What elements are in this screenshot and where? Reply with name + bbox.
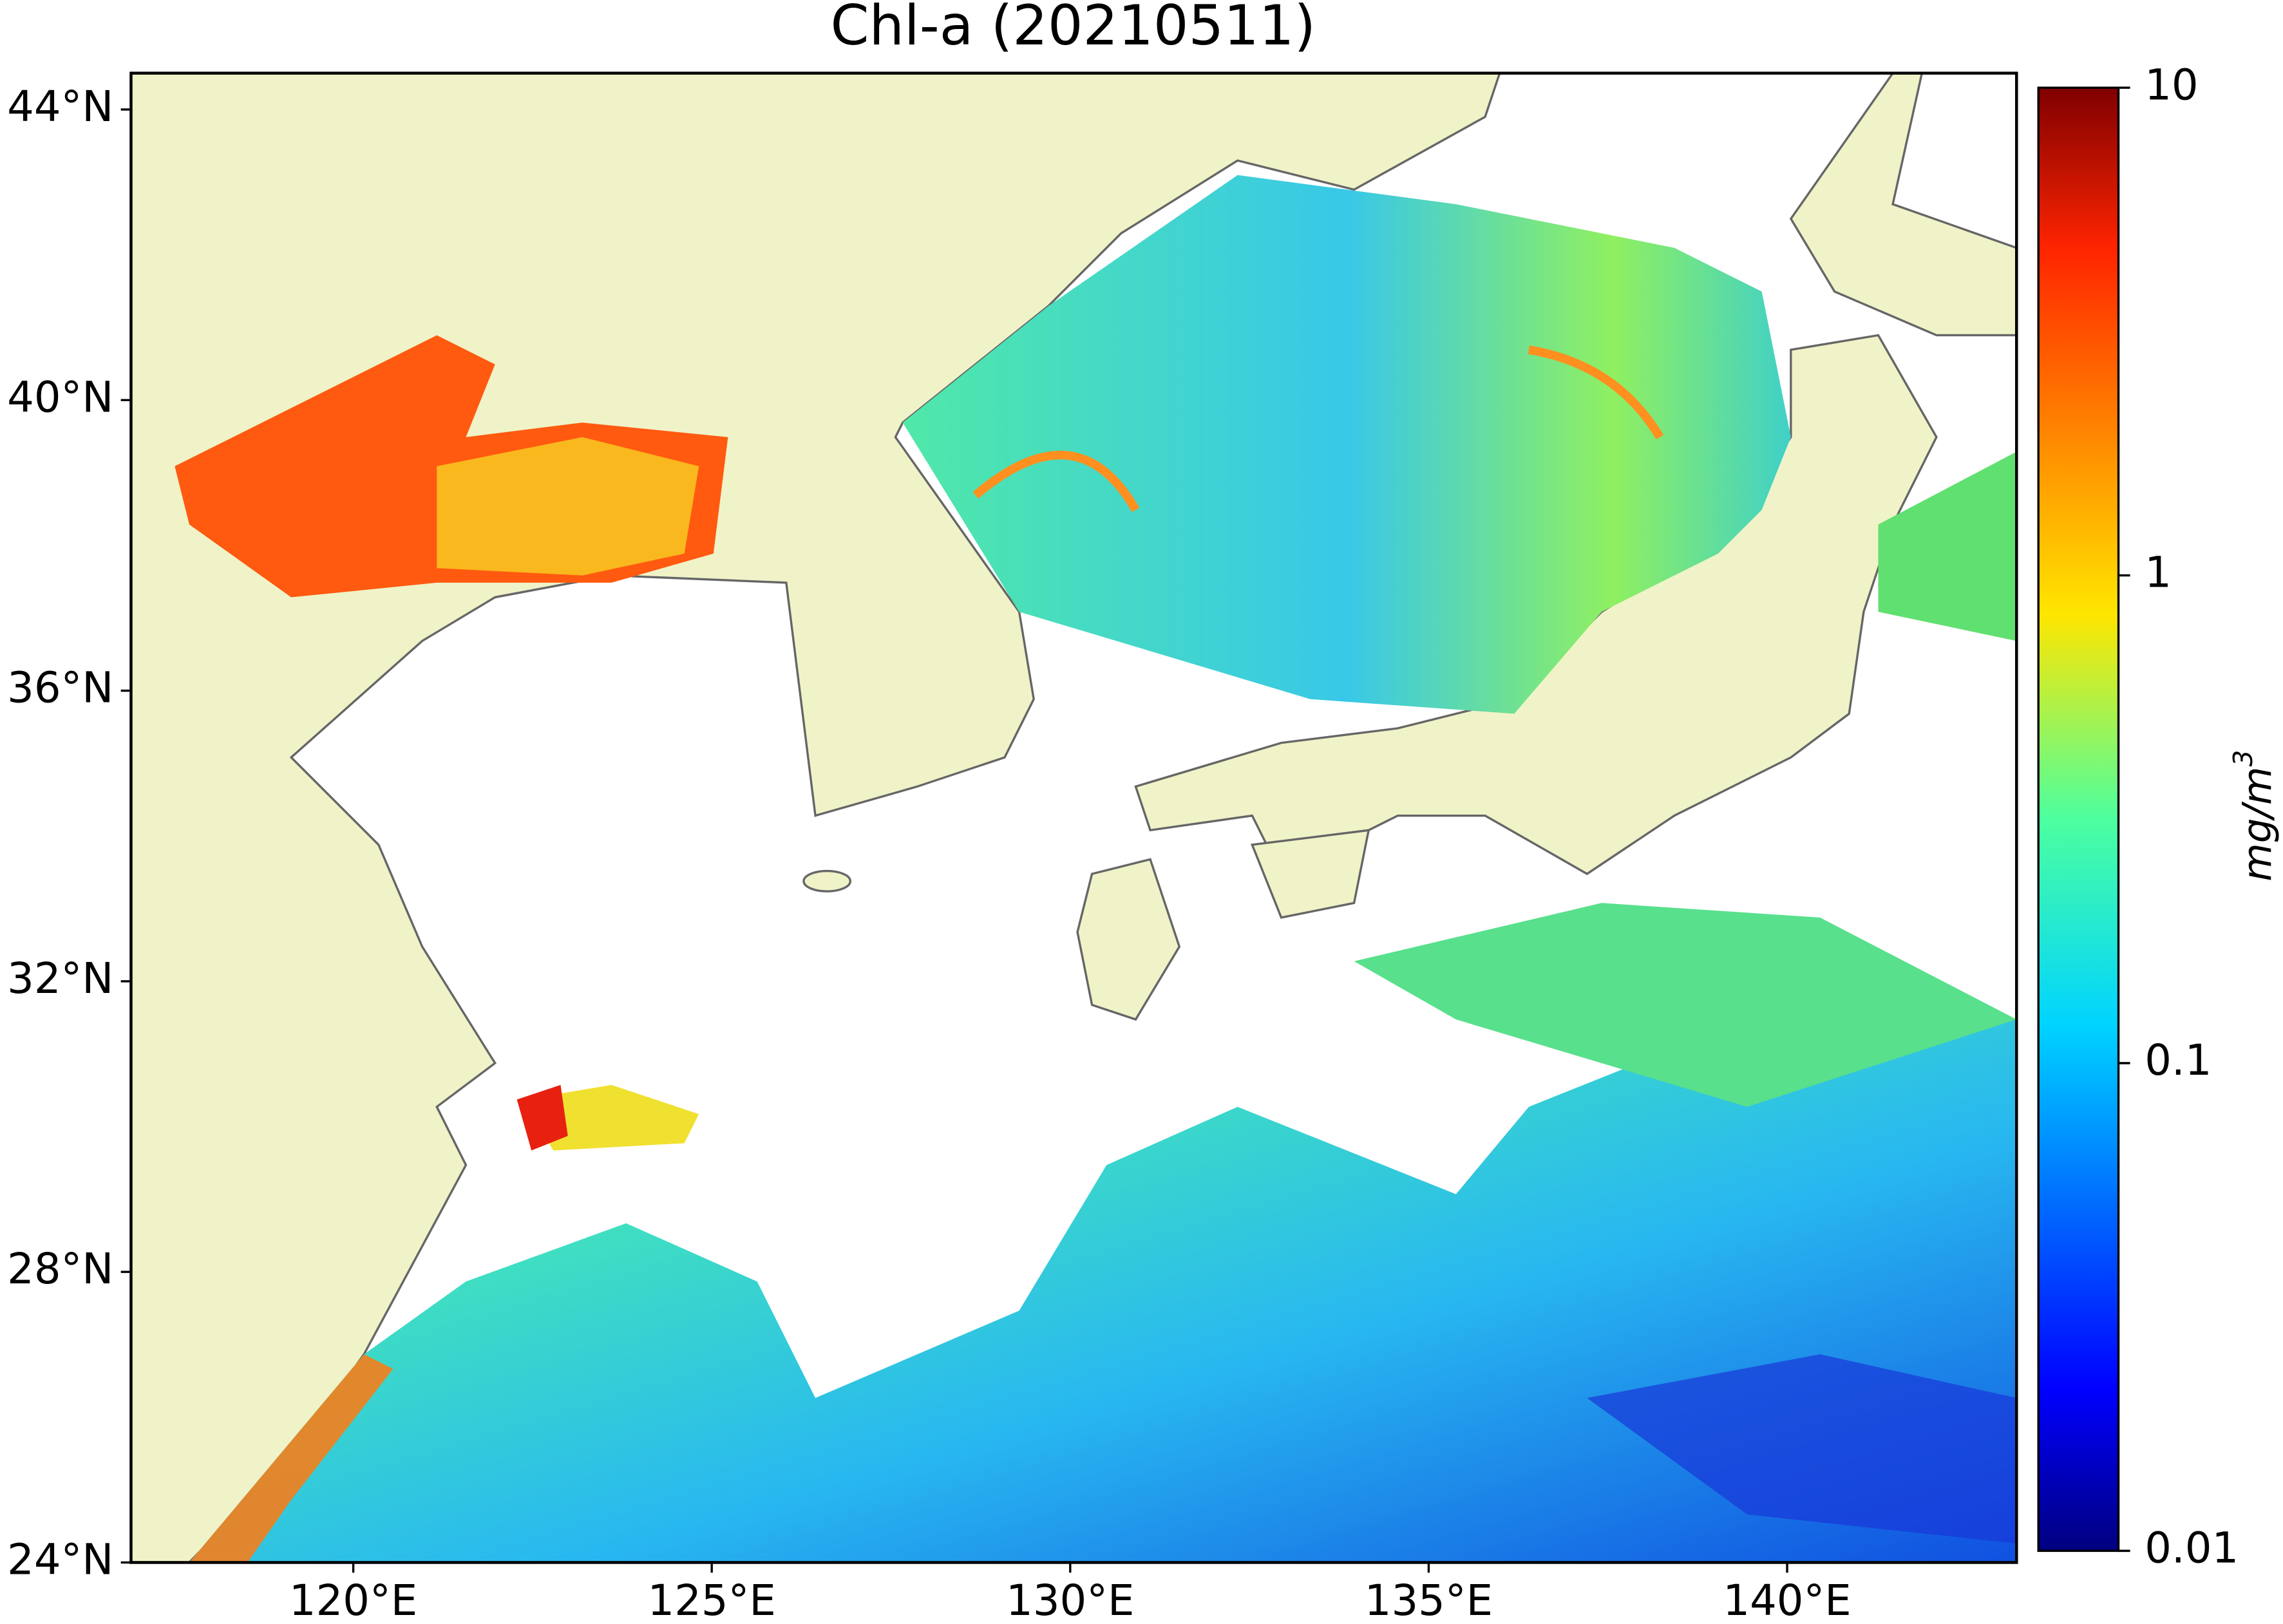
chl-south bbox=[189, 1019, 2017, 1563]
colorbar bbox=[2037, 86, 2120, 1553]
plot-frame bbox=[129, 71, 2018, 1564]
chl-bohai-yellow bbox=[437, 437, 699, 576]
x-tick-label: 120°E bbox=[289, 1576, 417, 1624]
x-tick-label: 130°E bbox=[1006, 1576, 1134, 1624]
chl-pacific-blue bbox=[1587, 1354, 2017, 1544]
y-tick-label: 24°N bbox=[7, 1536, 113, 1585]
y-tick-label: 36°N bbox=[7, 664, 113, 713]
chl-pacific bbox=[1354, 903, 2017, 1107]
axes: 120°E 125°E 130°E 135°E 140°E 24°N 28°N 32°N 36°… bbox=[7, 61, 2239, 1624]
colorbar-unit: mg/m bbox=[2234, 766, 2280, 881]
y-tick-label: 28°N bbox=[7, 1245, 113, 1294]
land-shikoku bbox=[1250, 829, 1370, 919]
y-tick-label: 44°N bbox=[7, 82, 113, 131]
colorbar-tick-label: 10 bbox=[2145, 61, 2198, 109]
land-kyushu bbox=[1076, 858, 1181, 1021]
map-area bbox=[131, 73, 2017, 1563]
colorbar-label: mg/m3 bbox=[2228, 750, 2280, 882]
x-tick-label: 140°E bbox=[1723, 1576, 1851, 1624]
x-tick-label: 135°E bbox=[1365, 1576, 1493, 1624]
chl-japan-sea bbox=[902, 175, 1791, 714]
colorbar-unit-exponent: 3 bbox=[2228, 750, 2259, 767]
chl-zhejiang bbox=[524, 1084, 699, 1151]
colorbar-tick-label: 0.01 bbox=[2145, 1524, 2239, 1572]
colorbar-tick-label: 1 bbox=[2145, 549, 2172, 598]
map-title: Chl-a (20210511) bbox=[830, 0, 1316, 58]
land-jeju bbox=[802, 869, 852, 892]
y-tick-label: 32°N bbox=[7, 954, 113, 1003]
chl-china-coast bbox=[189, 1354, 393, 1563]
colorbar-tick-label: 0.1 bbox=[2145, 1036, 2212, 1085]
chl-east-honshu bbox=[1878, 451, 2017, 641]
chl-zhejiang-red bbox=[516, 1084, 568, 1151]
y-tick-label: 40°N bbox=[7, 373, 113, 422]
chl-japan-sea-front bbox=[972, 345, 1664, 513]
land-hokkaido bbox=[1789, 73, 2017, 337]
x-tick-label: 125°E bbox=[648, 1576, 776, 1624]
